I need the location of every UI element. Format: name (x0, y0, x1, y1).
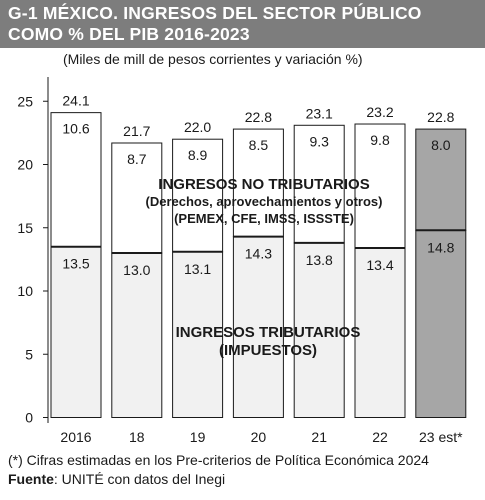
total-value-label: 23.2 (366, 104, 393, 120)
bar-tax (111, 252, 163, 418)
bar-nontax (232, 128, 284, 238)
y-tick-label: 5 (25, 346, 33, 362)
total-value-label: 21.7 (123, 123, 150, 139)
bar-tax (50, 246, 102, 418)
x-category-label: 20 (251, 429, 267, 445)
bar-nontax (354, 123, 406, 249)
tax-value-label: 13.1 (184, 261, 211, 277)
tax-value-label: 14.3 (245, 246, 272, 262)
nontax-annotation-line: (Derechos, aprovechamientos y otros) (146, 194, 383, 209)
nontax-value-label: 10.6 (62, 121, 89, 137)
chart-subtitle: (Miles de mill de pesos corrientes y var… (63, 51, 363, 67)
nontax-value-label: 9.3 (309, 133, 329, 149)
tax-value-label: 13.8 (306, 252, 333, 268)
chart-title-line-2: COMO % DEL PIB 2016-2023 (8, 24, 250, 44)
y-tick-label: 0 (25, 410, 33, 426)
total-value-label: 22.8 (245, 109, 272, 125)
bar-tax (415, 229, 467, 418)
tax-value-label: 13.5 (62, 256, 89, 272)
tax-annotation-line: (IMPUESTOS) (219, 342, 317, 359)
y-tick-label: 25 (17, 93, 33, 109)
source-label: Fuente (8, 471, 54, 487)
bar-tax (232, 236, 284, 418)
tax-value-label: 13.0 (123, 262, 150, 278)
total-value-label: 22.0 (184, 119, 211, 135)
nontax-value-label: 8.5 (249, 137, 269, 153)
nontax-annotation-line: (PEMEX, CFE, IMSS, ISSSTE) (174, 211, 354, 226)
x-category-label: 19 (190, 429, 206, 445)
footnote: (*) Cifras estimadas en los Pre-criterio… (8, 452, 429, 468)
bar-tax (172, 251, 224, 418)
title-band: G-1 MÉXICO. INGRESOS DEL SECTOR PÚBLICO … (0, 0, 485, 48)
total-value-label: 24.1 (62, 93, 89, 109)
x-category-label: 23 est* (419, 429, 463, 445)
tax-value-label: 13.4 (366, 257, 393, 273)
bar-tax (354, 247, 406, 418)
nontax-value-label: 9.8 (370, 132, 390, 148)
source-line: Fuente: UNITÉ con datos del Inegi (8, 471, 225, 487)
source-text: : UNITÉ con datos del Inegi (53, 471, 226, 487)
total-value-label: 22.8 (427, 109, 454, 125)
nontax-annotation-line: INGRESOS NO TRIBUTARIOS (158, 176, 369, 193)
x-category-label: 21 (311, 429, 327, 445)
bar-nontax (293, 124, 345, 244)
total-value-label: 23.1 (306, 105, 333, 121)
bar-nontax (50, 112, 102, 248)
x-category-label: 18 (129, 429, 145, 445)
chart-title-line-1: G-1 MÉXICO. INGRESOS DEL SECTOR PÚBLICO (8, 3, 422, 23)
y-tick-label: 20 (17, 157, 33, 173)
y-tick-label: 15 (17, 220, 33, 236)
tax-value-label: 14.8 (427, 239, 454, 255)
bar-tax (293, 242, 345, 418)
nontax-value-label: 8.0 (431, 137, 451, 153)
bar-nontax (415, 128, 467, 231)
nontax-value-label: 8.9 (188, 147, 208, 163)
nontax-value-label: 8.7 (127, 151, 147, 167)
y-tick-label: 10 (17, 283, 33, 299)
bar-nontax (172, 138, 224, 253)
x-category-label: 22 (372, 429, 388, 445)
x-category-label: 2016 (60, 429, 91, 445)
tax-annotation-line: INGRESOS TRIBUTARIOS (176, 324, 361, 341)
